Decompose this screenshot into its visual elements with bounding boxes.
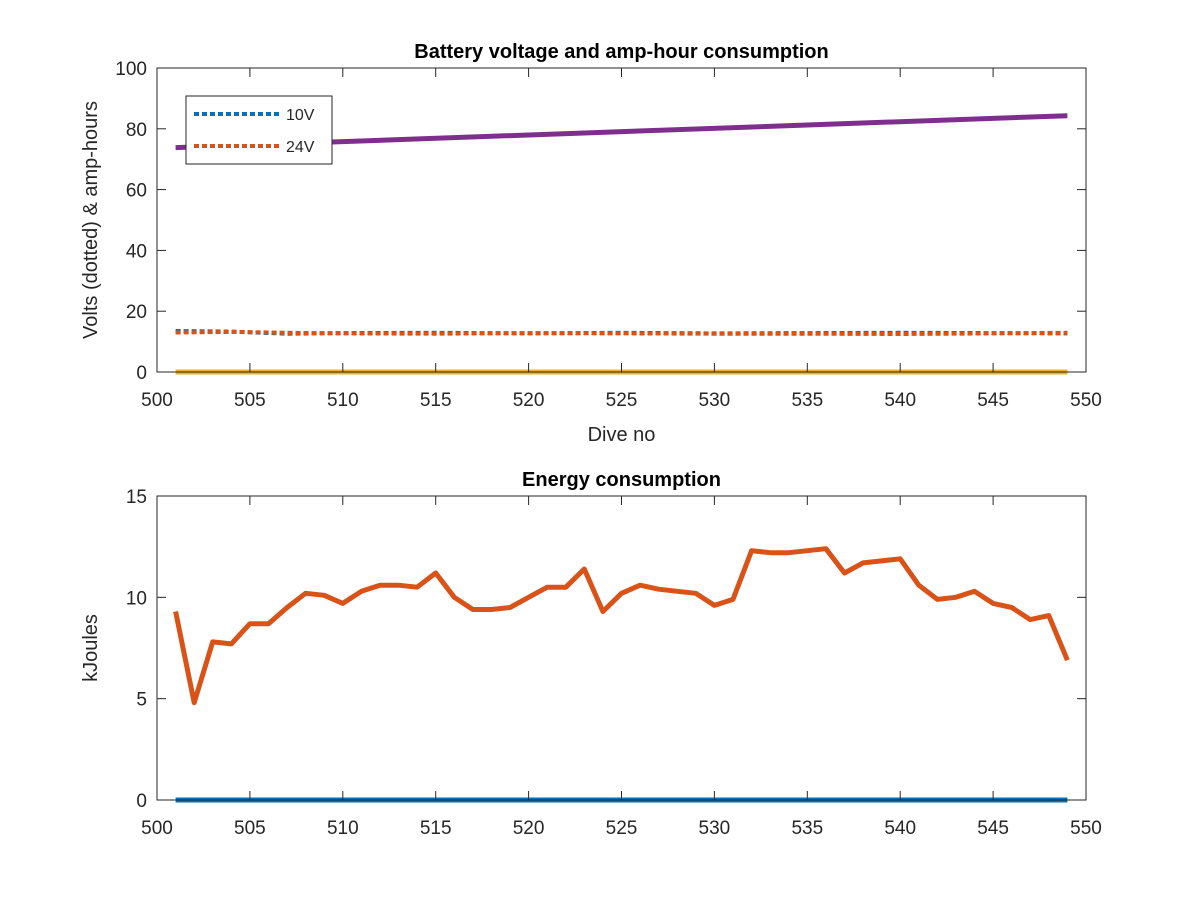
y-tick-label: 100 [115, 59, 147, 80]
x-tick-label: 540 [884, 818, 916, 839]
axes-box [156, 495, 1087, 801]
x-tick-label: 545 [977, 818, 1009, 839]
x-tick-label: 530 [699, 390, 731, 411]
x-tick-label: 510 [327, 390, 359, 411]
chart-title: Battery voltage and amp-hour consumption [414, 41, 828, 63]
x-tick-label: 520 [513, 390, 545, 411]
x-tick-label: 515 [420, 390, 452, 411]
y-tick-label: 0 [136, 791, 147, 812]
x-tick-label: 550 [1070, 390, 1102, 411]
x-tick-label: 500 [141, 390, 173, 411]
x-tick-label: 530 [699, 818, 731, 839]
chart-title: Energy consumption [522, 469, 721, 491]
x-tick-label: 545 [977, 390, 1009, 411]
y-axis-label: Volts (dotted) & amp-hours [80, 101, 102, 339]
x-axis-label: Dive no [588, 424, 656, 446]
legend: 10V 24V [185, 95, 333, 165]
x-tick-label: 510 [327, 818, 359, 839]
y-tick-label: 0 [136, 363, 147, 384]
x-tick-label: 505 [234, 818, 266, 839]
x-tick-label: 550 [1070, 818, 1102, 839]
x-tick-label: 535 [791, 818, 823, 839]
x-tick-label: 540 [884, 390, 916, 411]
x-tick-label: 525 [606, 818, 638, 839]
energy-consumption-chart: 500 505 510 515 520 525 530 535 540 545 550051015E… [80, 469, 1102, 839]
legend-box [185, 95, 333, 165]
x-tick-label: 505 [234, 390, 266, 411]
x-tick-label: 515 [420, 818, 452, 839]
series-line-24v [175, 329, 1068, 336]
x-tick-label: 520 [513, 818, 545, 839]
series-line-orange-1 [173, 546, 1070, 706]
x-tick-label: 535 [791, 390, 823, 411]
series-line-10v [175, 329, 1068, 336]
y-tick-label: 40 [126, 241, 147, 262]
y-tick-label: 60 [126, 181, 147, 202]
y-tick-label: 5 [136, 690, 147, 711]
y-tick-label: 20 [126, 302, 147, 323]
legend-label-24v: 24V [286, 139, 315, 156]
battery-voltage-chart: 500 505 510 515 520 525 530 535 540 545 550 0 20 40 60… [80, 41, 1102, 446]
x-tick-label: 525 [606, 390, 638, 411]
x-tick-label: 500 [141, 818, 173, 839]
y-axis-label: kJoules [80, 614, 102, 682]
y-tick-label: 15 [126, 487, 147, 508]
legend-label-10v: 10V [286, 107, 315, 124]
y-tick-label: 10 [126, 588, 147, 609]
y-tick-label: 80 [126, 120, 147, 141]
